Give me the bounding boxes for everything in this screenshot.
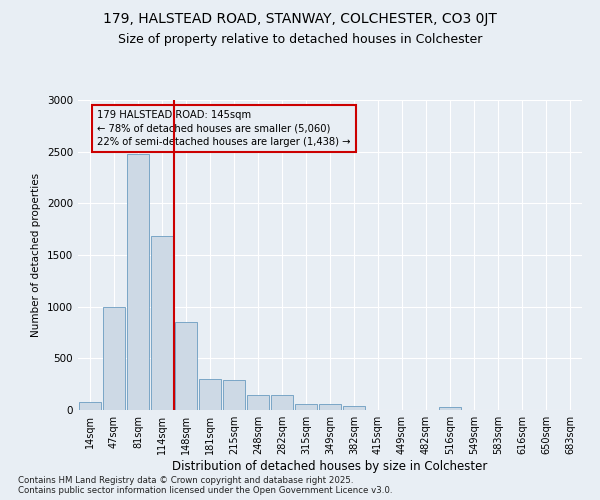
Bar <box>343 406 365 410</box>
Text: 179, HALSTEAD ROAD, STANWAY, COLCHESTER, CO3 0JT: 179, HALSTEAD ROAD, STANWAY, COLCHESTER,… <box>103 12 497 26</box>
Text: Size of property relative to detached houses in Colchester: Size of property relative to detached ho… <box>118 32 482 46</box>
Text: Contains HM Land Registry data © Crown copyright and database right 2025.
Contai: Contains HM Land Registry data © Crown c… <box>18 476 392 495</box>
Bar <box>151 236 173 410</box>
Bar <box>271 394 293 410</box>
Bar <box>79 402 101 410</box>
Text: 179 HALSTEAD ROAD: 145sqm
← 78% of detached houses are smaller (5,060)
22% of se: 179 HALSTEAD ROAD: 145sqm ← 78% of detac… <box>97 110 350 146</box>
Bar <box>295 404 317 410</box>
Bar <box>223 380 245 410</box>
X-axis label: Distribution of detached houses by size in Colchester: Distribution of detached houses by size … <box>172 460 488 473</box>
Bar <box>175 322 197 410</box>
Bar <box>439 407 461 410</box>
Y-axis label: Number of detached properties: Number of detached properties <box>31 173 41 337</box>
Bar <box>127 154 149 410</box>
Bar <box>199 379 221 410</box>
Bar <box>319 404 341 410</box>
Bar <box>247 394 269 410</box>
Bar <box>103 306 125 410</box>
